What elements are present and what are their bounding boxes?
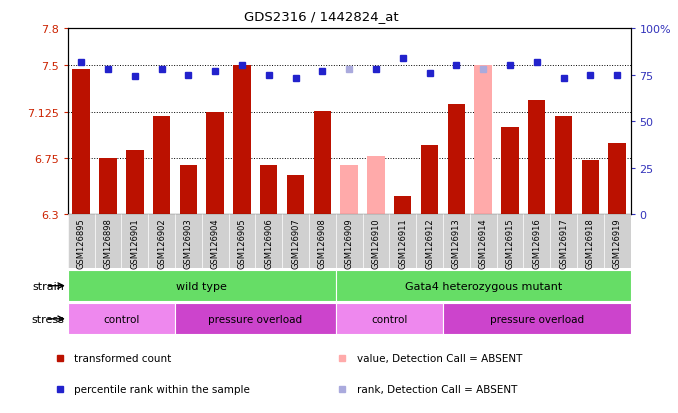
Bar	[475, 66, 492, 215]
Text: GSM126904: GSM126904	[211, 217, 220, 268]
Text: GSM126907: GSM126907	[291, 217, 300, 268]
Bar	[309, 215, 336, 268]
Bar	[256, 215, 282, 268]
Text: GSM126903: GSM126903	[184, 217, 193, 268]
Bar	[126, 150, 144, 215]
Text: GSM126912: GSM126912	[425, 217, 434, 268]
Bar	[582, 160, 599, 215]
Bar	[336, 271, 631, 301]
Bar	[608, 144, 626, 215]
Bar	[367, 157, 384, 215]
Text: GSM126911: GSM126911	[398, 217, 407, 268]
Text: GSM126902: GSM126902	[157, 217, 166, 268]
Text: GSM126918: GSM126918	[586, 217, 595, 268]
Bar	[233, 66, 251, 215]
Text: GSM126919: GSM126919	[613, 217, 622, 268]
Text: GSM126906: GSM126906	[264, 217, 273, 268]
Bar	[121, 215, 148, 268]
Bar	[447, 104, 465, 215]
Bar	[282, 215, 309, 268]
Text: GSM126909: GSM126909	[344, 217, 354, 268]
Bar	[550, 215, 577, 268]
Bar	[421, 145, 438, 215]
Bar	[68, 304, 175, 335]
Bar	[577, 215, 603, 268]
Bar	[175, 304, 336, 335]
Text: GSM126898: GSM126898	[104, 217, 113, 268]
Bar	[153, 117, 170, 215]
Text: GSM126901: GSM126901	[130, 217, 139, 268]
Text: GSM126917: GSM126917	[559, 217, 568, 268]
Text: GSM126914: GSM126914	[479, 217, 487, 268]
Text: GSM126910: GSM126910	[372, 217, 380, 268]
Bar	[260, 165, 277, 215]
Bar	[603, 215, 631, 268]
Bar	[394, 196, 412, 215]
Bar	[314, 112, 331, 215]
Text: stress: stress	[32, 314, 64, 324]
Text: GSM126908: GSM126908	[318, 217, 327, 268]
Text: wild type: wild type	[176, 281, 227, 291]
Text: rank, Detection Call = ABSENT: rank, Detection Call = ABSENT	[357, 384, 517, 394]
Bar	[363, 215, 389, 268]
Bar	[99, 159, 117, 215]
Text: control: control	[371, 314, 407, 324]
Bar	[287, 175, 304, 215]
Bar	[336, 304, 443, 335]
Text: GSM126915: GSM126915	[506, 217, 515, 268]
Text: value, Detection Call = ABSENT: value, Detection Call = ABSENT	[357, 354, 522, 363]
Bar	[95, 215, 121, 268]
Text: GDS2316 / 1442824_at: GDS2316 / 1442824_at	[243, 10, 399, 23]
Bar	[180, 165, 197, 215]
Text: Gata4 heterozygous mutant: Gata4 heterozygous mutant	[405, 281, 562, 291]
Bar	[555, 117, 572, 215]
Text: GSM126916: GSM126916	[532, 217, 541, 268]
Text: strain: strain	[33, 281, 64, 291]
Bar	[73, 70, 90, 215]
Bar	[389, 215, 416, 268]
Bar	[501, 128, 519, 215]
Text: pressure overload: pressure overload	[490, 314, 584, 324]
Bar	[470, 215, 496, 268]
Bar	[443, 215, 470, 268]
Text: pressure overload: pressure overload	[208, 314, 302, 324]
Bar	[340, 165, 358, 215]
Bar	[416, 215, 443, 268]
Text: transformed count: transformed count	[75, 354, 172, 363]
Text: control: control	[103, 314, 140, 324]
Bar	[148, 215, 175, 268]
Bar	[523, 215, 550, 268]
Bar	[336, 215, 363, 268]
Bar	[175, 215, 202, 268]
Text: GSM126895: GSM126895	[77, 217, 85, 268]
Bar	[496, 215, 523, 268]
Text: GSM126913: GSM126913	[452, 217, 461, 268]
Bar	[528, 101, 546, 215]
Bar	[228, 215, 256, 268]
Bar	[202, 215, 228, 268]
Bar	[68, 215, 95, 268]
Bar	[207, 112, 224, 215]
Bar	[68, 271, 336, 301]
Text: percentile rank within the sample: percentile rank within the sample	[75, 384, 250, 394]
Text: GSM126905: GSM126905	[237, 217, 247, 268]
Bar	[443, 304, 631, 335]
